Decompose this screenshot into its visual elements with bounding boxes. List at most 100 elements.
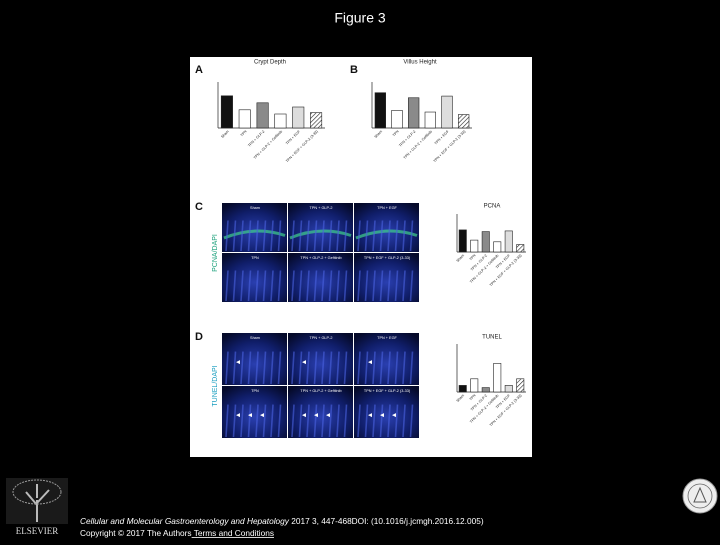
- villus: [232, 404, 237, 438]
- villus: [321, 220, 325, 252]
- villus: [277, 404, 282, 438]
- villus: [379, 351, 384, 385]
- bar: [310, 112, 323, 129]
- villus: [394, 270, 399, 302]
- villus: [387, 404, 391, 438]
- villus: [402, 270, 406, 302]
- panel-letter: A: [195, 64, 203, 76]
- villus: [291, 220, 295, 252]
- villus: [262, 220, 267, 252]
- arrowhead: [368, 413, 372, 418]
- villus: [336, 220, 340, 252]
- bar: [256, 102, 269, 129]
- micrograph: [354, 253, 419, 302]
- panel-title: PCNA: [484, 204, 501, 210]
- villus: [306, 270, 310, 302]
- arrowhead: [236, 413, 240, 418]
- villus: [313, 404, 318, 438]
- villus: [402, 351, 406, 385]
- bar: [481, 231, 490, 253]
- villus: [291, 404, 295, 438]
- villus: [225, 270, 229, 302]
- stain-label: PCNA/DAPI: [212, 234, 219, 272]
- villus: [247, 351, 252, 385]
- villus: [409, 351, 414, 385]
- villus: [291, 270, 295, 302]
- arrowhead: [236, 360, 240, 365]
- villus: [232, 220, 237, 252]
- villus: [372, 351, 376, 385]
- arrowhead: [302, 413, 306, 418]
- villus: [225, 404, 229, 438]
- bar: [458, 229, 467, 253]
- image-label: Sham: [250, 206, 260, 210]
- panel-title: Crypt Depth: [254, 60, 286, 66]
- villus: [247, 220, 252, 252]
- bar: [470, 239, 479, 253]
- villus: [298, 404, 303, 438]
- villus: [364, 404, 369, 438]
- villus: [270, 270, 274, 302]
- villus: [402, 404, 406, 438]
- citation: Cellular and Molecular Gastroenterology …: [80, 516, 484, 526]
- bar: [238, 109, 251, 129]
- villus: [394, 404, 399, 438]
- micrograph: [288, 253, 353, 302]
- image-label: TPN + EGF + GLP-2 (3-33): [364, 256, 411, 260]
- terms-link[interactable]: Terms and Conditions: [192, 528, 274, 538]
- villus: [357, 220, 361, 252]
- villus: [277, 270, 282, 302]
- villus: [225, 220, 229, 252]
- category-label: Sham: [456, 394, 465, 403]
- villus: [232, 270, 237, 302]
- bar: [458, 114, 470, 129]
- villus: [343, 270, 348, 302]
- arrowhead: [392, 413, 396, 418]
- villus: [240, 270, 244, 302]
- logo-text: ELSEVIER: [16, 526, 59, 536]
- image-label: Sham: [250, 336, 260, 340]
- villus: [321, 404, 325, 438]
- panel-title: TUNEL: [482, 335, 502, 341]
- bar: [441, 95, 453, 129]
- bar: [504, 230, 513, 253]
- villus: [313, 270, 318, 302]
- bar: [408, 97, 420, 129]
- villus: [321, 351, 325, 385]
- villus: [277, 351, 282, 385]
- bar: [504, 385, 513, 393]
- arrowhead: [326, 413, 330, 418]
- villus: [298, 270, 303, 302]
- villus: [240, 220, 244, 252]
- villus: [387, 220, 391, 252]
- bar: [391, 110, 403, 129]
- villus: [262, 270, 267, 302]
- arrowhead: [314, 413, 318, 418]
- villus: [255, 270, 259, 302]
- micrograph: [288, 386, 353, 438]
- bar: [516, 378, 525, 393]
- villus: [328, 351, 333, 385]
- micrograph: [288, 333, 353, 385]
- micrograph: [288, 203, 353, 252]
- micrograph: [222, 203, 287, 252]
- image-label: TPN: [251, 256, 259, 260]
- villus: [255, 220, 259, 252]
- villus: [328, 220, 333, 252]
- villus: [247, 404, 252, 438]
- image-label: TPN + EGF + GLP-2 (3-33): [364, 389, 411, 393]
- villus: [291, 351, 295, 385]
- villus: [262, 351, 267, 385]
- panel-title: Villus Height: [403, 60, 437, 66]
- villus: [343, 351, 348, 385]
- micrograph: [354, 386, 419, 438]
- bar: [470, 378, 479, 393]
- villus: [357, 270, 361, 302]
- villus: [336, 270, 340, 302]
- villus: [364, 220, 369, 252]
- villus: [313, 351, 318, 385]
- seal: [682, 478, 718, 514]
- villus: [240, 351, 244, 385]
- villus: [298, 351, 303, 385]
